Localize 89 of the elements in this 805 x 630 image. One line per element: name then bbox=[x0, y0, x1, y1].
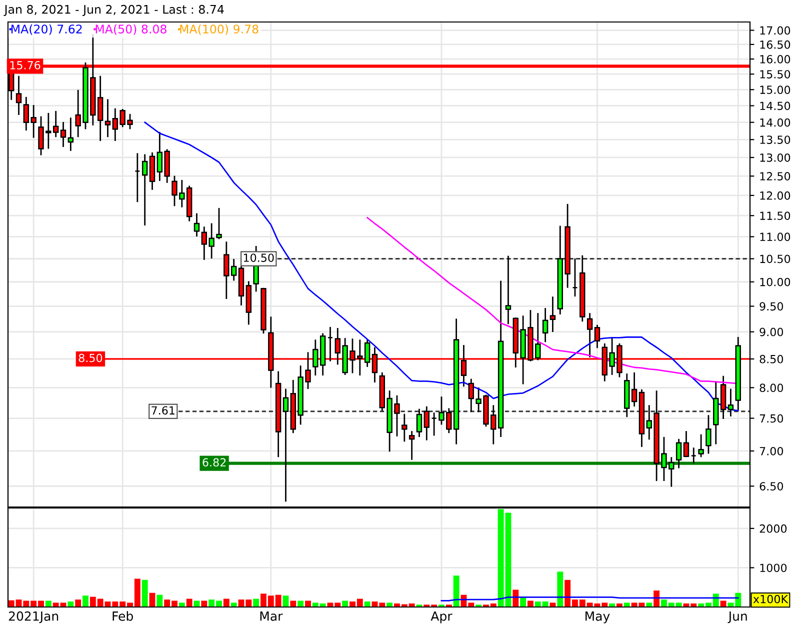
bar bbox=[624, 602, 630, 607]
y-tick-label: 13.50 bbox=[760, 136, 790, 144]
candlestick bbox=[505, 256, 512, 324]
y-tick-label: 14.00 bbox=[760, 118, 790, 127]
y-tick-label: 12.50 bbox=[760, 172, 790, 180]
candlestick bbox=[104, 99, 111, 138]
y-tick-label: 9.00 bbox=[760, 328, 784, 336]
bar bbox=[342, 600, 348, 607]
candlestick bbox=[728, 388, 734, 416]
bar bbox=[142, 580, 148, 607]
y-tick-label: 8.00 bbox=[760, 384, 784, 392]
y-tick-label: 11.50 bbox=[760, 212, 790, 220]
y-tick-label: 16.50 bbox=[760, 40, 790, 49]
y-tick-label: 13.00 bbox=[760, 153, 790, 162]
bar bbox=[720, 600, 726, 607]
bar bbox=[453, 576, 460, 607]
x-tick-label: Feb bbox=[112, 611, 133, 621]
bar bbox=[223, 598, 230, 607]
candlestick bbox=[408, 431, 415, 460]
bar bbox=[186, 598, 192, 607]
bar bbox=[156, 594, 163, 607]
candlestick bbox=[402, 414, 408, 442]
bar bbox=[512, 590, 519, 607]
y-tick-label: 6.50 bbox=[760, 482, 784, 491]
candlestick bbox=[424, 406, 430, 440]
ref-line-label: 6.82 bbox=[202, 458, 226, 467]
x-tick-label: 2021Jan bbox=[8, 611, 58, 624]
y-tick-label: 11.00 bbox=[760, 232, 790, 242]
y-tick-label: 15.00 bbox=[760, 86, 790, 94]
bar bbox=[298, 600, 304, 607]
ref-line-label: 8.50 bbox=[78, 354, 102, 362]
x-tick-label: Jun bbox=[728, 612, 747, 624]
bar bbox=[528, 600, 534, 607]
y-tick-label: 10.00 bbox=[760, 278, 790, 286]
candlestick bbox=[542, 308, 548, 342]
y-tick-label: 12.00 bbox=[760, 191, 790, 200]
ref-line-label: 10.50 bbox=[244, 254, 274, 262]
candlestick bbox=[631, 372, 638, 406]
legend-label: MA(100) 9.78 bbox=[180, 24, 258, 35]
y-tick-label: 7.50 bbox=[760, 414, 784, 423]
candlestick bbox=[60, 122, 66, 148]
bar bbox=[305, 600, 311, 607]
candlestick bbox=[142, 154, 148, 226]
x-tick-label: Mar bbox=[260, 612, 283, 621]
candlestick bbox=[698, 434, 704, 458]
bar bbox=[68, 602, 74, 607]
bar bbox=[45, 600, 52, 607]
y-tick-label: 7.00 bbox=[760, 446, 784, 456]
y-tick-label: 16.00 bbox=[760, 55, 790, 64]
legend-label: MA(50) 8.08 bbox=[96, 24, 166, 35]
bar bbox=[646, 602, 652, 607]
candlestick bbox=[594, 324, 600, 348]
x-tick-label: May bbox=[586, 612, 610, 624]
bar bbox=[654, 590, 660, 607]
bar bbox=[75, 600, 82, 607]
chart-title: Jan 8, 2021 - Jun 2, 2021 - Last : 8.74 bbox=[4, 4, 224, 16]
ref-line-label: 15.76 bbox=[10, 61, 40, 70]
candlestick bbox=[676, 438, 682, 468]
bar bbox=[82, 596, 88, 607]
candlestick bbox=[16, 76, 22, 115]
y-tick-label: 14.50 bbox=[760, 102, 790, 110]
bar bbox=[201, 600, 208, 607]
bar bbox=[386, 602, 393, 607]
ref-line-label: 7.61 bbox=[152, 406, 174, 415]
candlestick bbox=[550, 296, 556, 332]
bar bbox=[364, 602, 370, 607]
candlestick bbox=[194, 213, 200, 237]
y-axis-title: x100K bbox=[753, 594, 788, 604]
y-tick-label: 8.50 bbox=[760, 354, 784, 364]
candlestick bbox=[68, 118, 74, 151]
y-tick-label: 17.00 bbox=[760, 26, 790, 35]
y-tick-label: 10.50 bbox=[760, 254, 790, 264]
bar bbox=[557, 572, 564, 607]
x-tick-label: Apr bbox=[430, 612, 452, 624]
candlestick bbox=[706, 415, 712, 454]
bar bbox=[253, 598, 260, 607]
legend-label: MA(20) 7.62 bbox=[12, 24, 82, 35]
y-tick-label: 15.50 bbox=[760, 70, 790, 78]
candlestick bbox=[683, 431, 690, 458]
candlestick bbox=[416, 408, 422, 438]
bar bbox=[230, 602, 237, 607]
y-tick-label: 1000 bbox=[760, 564, 787, 572]
bar bbox=[282, 596, 289, 607]
candlestick bbox=[282, 388, 289, 502]
bar bbox=[290, 600, 296, 607]
candlestick bbox=[216, 208, 222, 240]
y-tick-label: 9.50 bbox=[760, 302, 784, 311]
y-tick-label: 2000 bbox=[760, 524, 787, 533]
bar bbox=[178, 602, 185, 607]
